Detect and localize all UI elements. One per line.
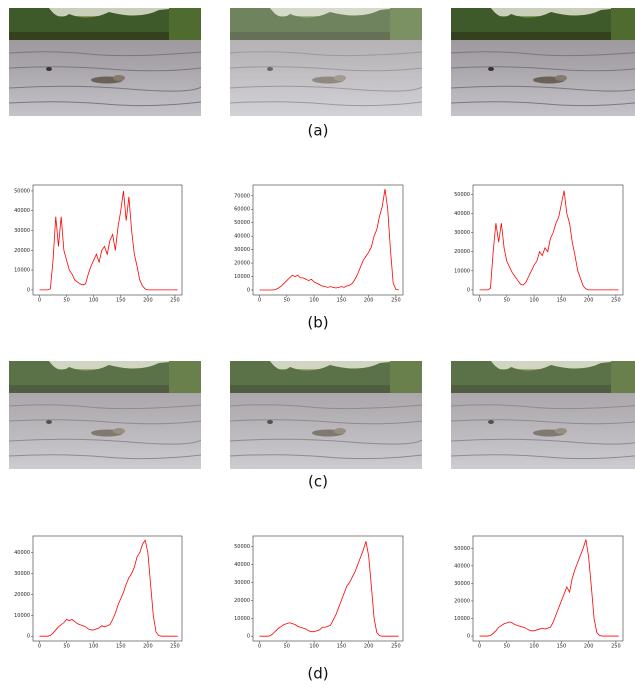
x-tick-label: 150 [337, 644, 347, 650]
x-tick-label: 200 [364, 644, 374, 650]
y-tick-label: 40000 [14, 550, 30, 556]
y-tick-label: 10000 [14, 268, 30, 274]
y-tick-label: 40000 [454, 563, 470, 569]
y-tick-label: 10000 [234, 274, 250, 280]
histogram-line [479, 190, 619, 291]
photo [9, 8, 201, 116]
x-tick-label: 100 [89, 644, 99, 650]
y-tick-label: 40000 [234, 562, 250, 568]
y-tick-label: 20000 [234, 261, 250, 267]
y-tick-label: 10000 [234, 616, 250, 622]
x-tick-label: 150 [557, 644, 567, 650]
photo [9, 361, 201, 469]
y-tick-label: 0 [27, 287, 30, 293]
plot-frame [252, 535, 404, 642]
caption: (c) [308, 473, 328, 491]
y-tick-label: 60000 [234, 207, 250, 213]
y-tick-label: 40000 [14, 208, 30, 214]
x-tick-label: 250 [170, 298, 180, 304]
y-tick-label: 30000 [234, 247, 250, 253]
photo [230, 361, 422, 469]
caption: (b) [307, 314, 328, 332]
x-tick-label: 50 [504, 298, 510, 304]
y-tick-label: 70000 [234, 193, 250, 199]
x-tick-label: 200 [364, 298, 374, 304]
histogram-line [259, 188, 399, 291]
y-tick-label: 50000 [234, 220, 250, 226]
y-tick-label: 10000 [14, 613, 30, 619]
y-tick-label: 30000 [14, 571, 30, 577]
y-tick-label: 40000 [234, 234, 250, 240]
y-tick-label: 50000 [14, 188, 30, 194]
y-tick-label: 0 [27, 634, 30, 640]
x-tick-label: 50 [63, 644, 69, 650]
x-tick-label: 200 [584, 298, 594, 304]
y-tick-label: 20000 [234, 598, 250, 604]
y-tick-label: 0 [247, 634, 250, 640]
x-tick-label: 150 [557, 298, 567, 304]
x-tick-label: 200 [584, 644, 594, 650]
x-tick-label: 250 [170, 644, 180, 650]
x-tick-label: 250 [391, 298, 401, 304]
y-tick-label: 20000 [14, 248, 30, 254]
x-tick-label: 0 [38, 298, 41, 304]
caption: (a) [308, 122, 329, 140]
x-tick-label: 0 [478, 298, 481, 304]
y-tick-label: 50000 [454, 546, 470, 552]
x-tick-label: 200 [143, 298, 153, 304]
plot-frame [32, 535, 183, 642]
x-tick-label: 150 [116, 644, 126, 650]
y-tick-label: 50000 [454, 192, 470, 198]
x-tick-label: 50 [284, 644, 290, 650]
x-tick-label: 0 [38, 644, 41, 650]
x-tick-label: 50 [284, 298, 290, 304]
y-tick-label: 30000 [454, 581, 470, 587]
x-tick-label: 150 [116, 298, 126, 304]
plot-frame [472, 535, 624, 642]
x-tick-label: 50 [504, 644, 510, 650]
x-tick-label: 100 [89, 298, 99, 304]
plot-frame [472, 184, 624, 296]
x-tick-label: 250 [611, 644, 621, 650]
x-tick-label: 250 [611, 298, 621, 304]
photo [451, 361, 635, 469]
x-tick-label: 200 [143, 644, 153, 650]
y-tick-label: 10000 [454, 268, 470, 274]
plot-frame [252, 184, 404, 296]
caption: (d) [307, 665, 328, 683]
histogram-line [39, 190, 178, 291]
x-tick-label: 250 [391, 644, 401, 650]
y-tick-label: 20000 [454, 598, 470, 604]
x-tick-label: 100 [529, 644, 539, 650]
x-tick-label: 50 [63, 298, 69, 304]
histogram-line [39, 539, 178, 637]
y-tick-label: 50000 [234, 544, 250, 550]
photo [230, 8, 422, 116]
x-tick-label: 150 [337, 298, 347, 304]
x-tick-label: 100 [309, 644, 319, 650]
y-tick-label: 40000 [454, 211, 470, 217]
x-tick-label: 100 [529, 298, 539, 304]
y-tick-label: 30000 [234, 580, 250, 586]
y-tick-label: 20000 [454, 249, 470, 255]
y-tick-label: 30000 [454, 230, 470, 236]
x-tick-label: 0 [258, 298, 261, 304]
y-tick-label: 0 [467, 287, 470, 293]
x-tick-label: 0 [478, 644, 481, 650]
plot-frame [32, 184, 183, 296]
x-tick-label: 100 [309, 298, 319, 304]
y-tick-label: 0 [247, 288, 250, 294]
histogram-line [479, 539, 619, 637]
y-tick-label: 30000 [14, 228, 30, 234]
y-tick-label: 10000 [454, 616, 470, 622]
y-tick-label: 0 [467, 634, 470, 640]
photo [451, 8, 635, 116]
x-tick-label: 0 [258, 644, 261, 650]
y-tick-label: 20000 [14, 592, 30, 598]
histogram-line [259, 541, 399, 637]
